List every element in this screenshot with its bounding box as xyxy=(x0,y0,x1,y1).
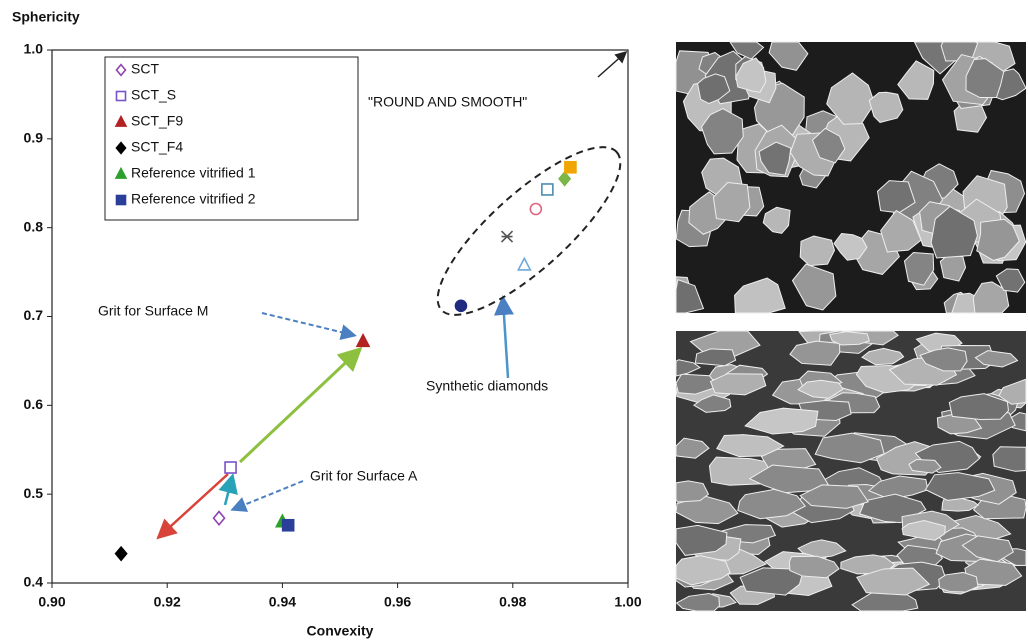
arrow xyxy=(598,53,625,77)
y-tick-label: 1.0 xyxy=(24,41,44,57)
point xyxy=(225,462,236,473)
point xyxy=(283,520,294,531)
grain xyxy=(909,460,941,474)
legend-label: SCT_F4 xyxy=(131,139,183,155)
y-tick-label: 0.9 xyxy=(24,130,44,146)
annotation: "ROUND AND SMOOTH" xyxy=(368,94,527,110)
figure: Sphericity Convexity 0.90 0.92 0.94 0.96 0.9… xyxy=(0,0,1028,644)
point xyxy=(214,512,225,525)
y-tick-label: 0.4 xyxy=(24,574,44,590)
x-tick-label: 0.98 xyxy=(499,594,526,610)
point xyxy=(455,300,466,311)
x-tick-label: 0.96 xyxy=(384,594,411,610)
y-tick-label: 0.6 xyxy=(24,396,44,412)
x-tick-label: 1.00 xyxy=(614,594,641,610)
point xyxy=(518,258,530,270)
point xyxy=(542,184,553,195)
grain xyxy=(800,236,834,266)
x-tick-label: 0.92 xyxy=(154,594,181,610)
point xyxy=(357,335,369,347)
y-tick-label: 0.7 xyxy=(24,307,44,323)
arrow xyxy=(160,474,228,536)
point xyxy=(559,172,570,185)
legend-label: SCT_S xyxy=(131,87,176,103)
legend-label: Reference vitrified 2 xyxy=(131,191,256,207)
arrow xyxy=(240,351,358,462)
x-axis-label: Convexity xyxy=(307,623,374,639)
arrow xyxy=(503,300,508,378)
legend-label: Reference vitrified 1 xyxy=(131,165,256,181)
y-tick-label: 0.5 xyxy=(24,485,44,501)
micrograph xyxy=(676,331,1026,611)
point xyxy=(502,231,513,242)
arrow xyxy=(225,478,232,505)
x-tick-label: 0.94 xyxy=(269,594,296,610)
point xyxy=(530,204,541,215)
point xyxy=(116,547,127,560)
legend-label: SCT xyxy=(131,61,159,77)
micrograph xyxy=(676,42,1026,313)
arrow xyxy=(262,313,353,335)
point xyxy=(565,162,576,173)
point xyxy=(117,196,126,205)
grain xyxy=(939,572,978,592)
y-tick-label: 0.8 xyxy=(24,218,44,234)
cluster-outline xyxy=(416,124,642,338)
point xyxy=(117,92,126,101)
arrow xyxy=(234,481,303,509)
legend-label: SCT_F9 xyxy=(131,113,183,129)
annotation: Synthetic diamonds xyxy=(426,378,548,394)
y-axis-label: Sphericity xyxy=(12,9,80,25)
x-tick-label: 0.90 xyxy=(38,594,65,610)
annotation: Grit for Surface A xyxy=(310,468,418,484)
annotation: Grit for Surface M xyxy=(98,303,208,319)
